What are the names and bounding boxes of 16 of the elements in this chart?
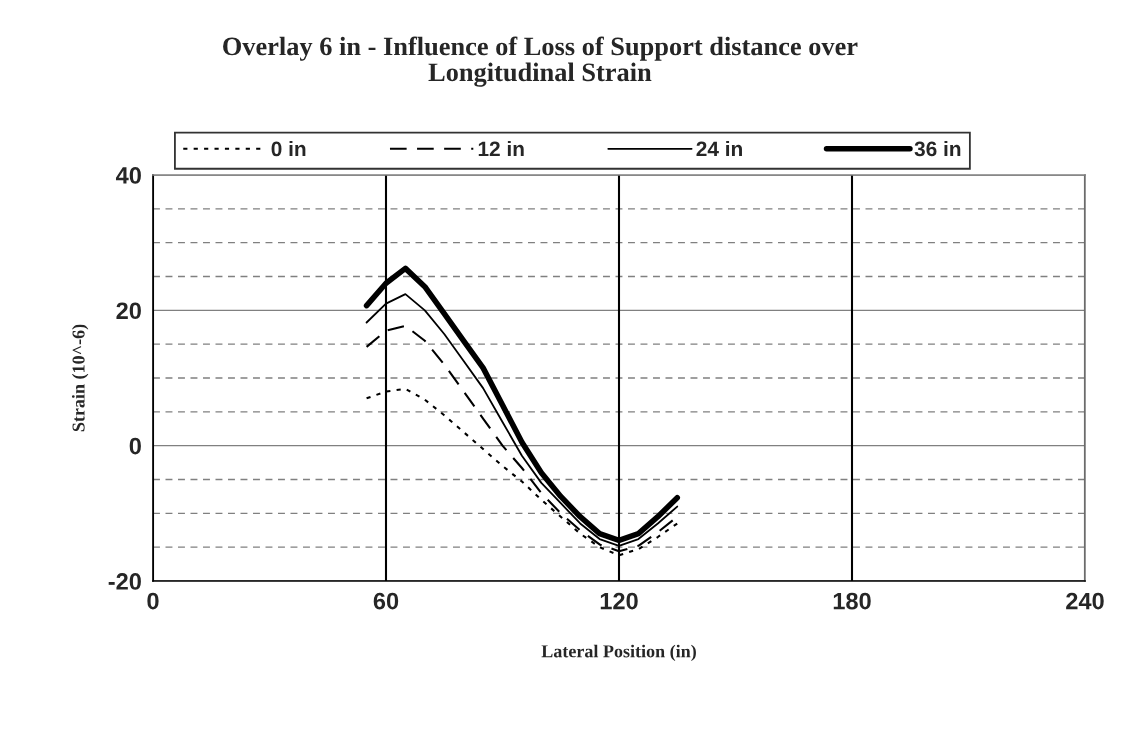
y-tick-label: 0 [129, 437, 141, 455]
legend-label: 36 in [914, 141, 961, 157]
legend-label: 0 in [271, 141, 306, 157]
x-tick-label: 180 [833, 592, 871, 610]
y-tick-label: 20 [116, 302, 141, 320]
x-axis-title: Lateral Position (in) [541, 644, 696, 662]
x-tick-label: 120 [600, 592, 638, 610]
x-tick-label: 0 [147, 592, 159, 610]
x-tick-label: 60 [373, 592, 399, 610]
y-axis-title: Strain (10^-6) [71, 324, 89, 432]
x-tick-label: 240 [1066, 592, 1104, 610]
y-tick-label: 40 [115, 167, 141, 184]
y-tick-label: -20 [108, 573, 141, 590]
legend-label: 24 in [696, 141, 742, 157]
chart-title: Overlay 6 in - Influence of Loss of Support distance over Longitudinal Strain [223, 36, 858, 87]
legend-label: 12 in [478, 141, 524, 157]
